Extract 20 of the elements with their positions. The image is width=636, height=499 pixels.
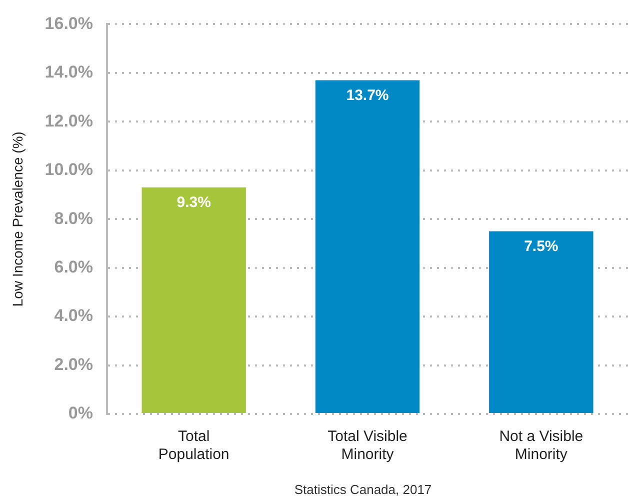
data-label: 7.5% [524, 238, 558, 255]
text: Statistics Canada, 2017 [293, 482, 433, 497]
y-axis-title: Low Income Prevalence (%) [9, 132, 26, 307]
x-tick-label: Total Population [158, 428, 230, 464]
data-label: 9.3% [176, 194, 211, 212]
y-tick-label: 16.0% [44, 14, 94, 33]
y-tick-label: 14.0% [44, 62, 94, 82]
data-label: 13.7% [346, 86, 389, 104]
bar [489, 231, 594, 413]
bar [142, 187, 246, 413]
y-tick-label: 10.0% [44, 160, 94, 180]
y-tick-label: 4.0% [54, 306, 94, 326]
y-tick-label: 2.0% [54, 354, 94, 374]
y-tick-label: 0% [68, 404, 94, 423]
x-tick-label: Not a Visible Minority [499, 428, 584, 464]
x-tick-label: Total Visible Minority [328, 428, 408, 464]
y-tick-label: 8.0% [54, 208, 94, 228]
bar [315, 80, 420, 413]
y-tick-label: 6.0% [54, 258, 94, 277]
y-tick-label: 12.0% [44, 111, 94, 130]
